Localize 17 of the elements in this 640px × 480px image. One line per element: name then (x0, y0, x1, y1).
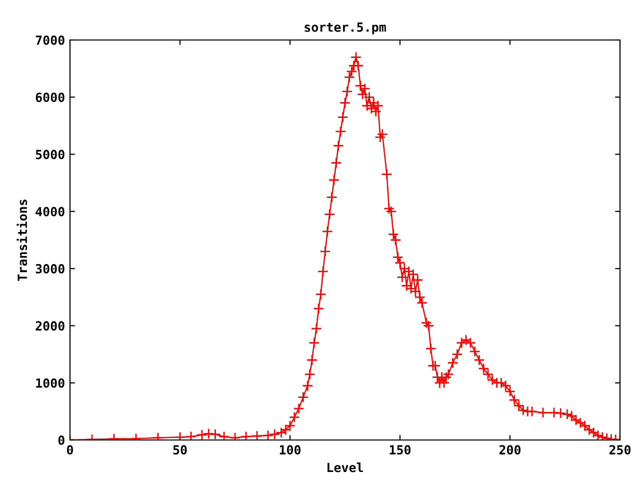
chart-title: sorter.5.pm (304, 22, 386, 34)
y-tick-label: 1000 (36, 378, 64, 388)
x-tick-label: 200 (499, 445, 521, 455)
y-axis-title: Transitions (16, 200, 28, 281)
y-tick-label: 5000 (36, 150, 64, 160)
x-axis-title: Level (328, 462, 363, 472)
x-tick-label: 50 (173, 445, 187, 455)
y-tick-label: 4000 (36, 206, 64, 216)
x-tick-label: 0 (66, 445, 74, 455)
x-tick-label: 150 (390, 445, 411, 455)
x-tick-label: 250 (609, 445, 631, 455)
x-tick-label: 100 (280, 445, 301, 455)
y-tick-label: 7000 (36, 35, 64, 45)
y-tick-label: 6000 (36, 92, 64, 102)
y-tick-label: 0 (58, 435, 64, 445)
y-tick-label: 2000 (36, 321, 64, 331)
y-tick-label: 3000 (36, 264, 64, 274)
